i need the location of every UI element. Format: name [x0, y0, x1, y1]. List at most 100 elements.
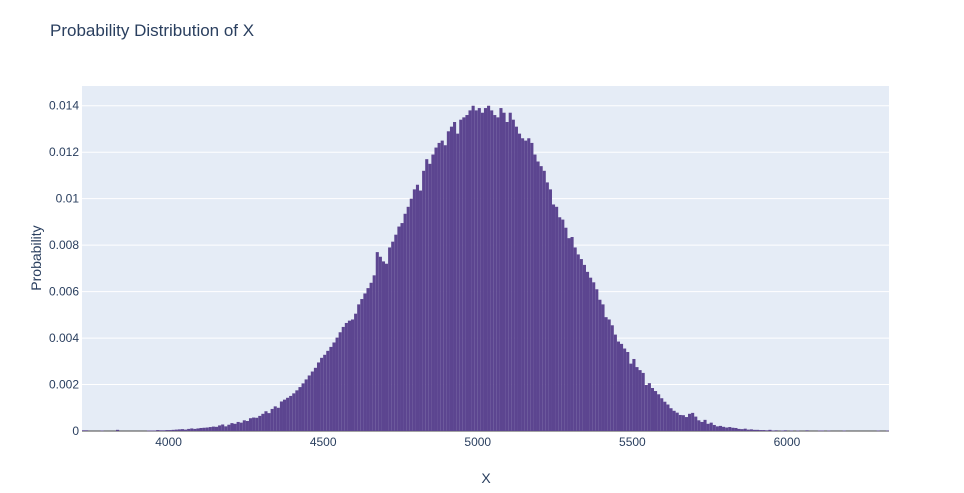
- histogram-bar: [279, 401, 283, 431]
- y-tick-label: 0.002: [49, 378, 79, 392]
- y-tick-label: 0.008: [49, 238, 79, 252]
- histogram-bar: [177, 429, 181, 431]
- histogram-bar: [227, 424, 231, 431]
- histogram-bar: [499, 108, 503, 431]
- histogram-bar: [190, 428, 194, 431]
- histogram-bar: [706, 423, 710, 431]
- histogram-bar: [505, 122, 509, 431]
- histogram-bar: [582, 264, 586, 431]
- histogram-bar: [666, 404, 670, 431]
- histogram-bar: [162, 430, 166, 431]
- histogram-bar: [255, 417, 259, 431]
- histogram-bar: [307, 375, 311, 431]
- histogram-bar: [626, 352, 630, 431]
- histogram-bar: [740, 429, 744, 431]
- histogram-bar: [146, 430, 151, 432]
- histogram-bar: [282, 399, 287, 431]
- histogram-bar: [480, 112, 484, 431]
- histogram-bar: [252, 417, 256, 431]
- histogram-bar: [709, 422, 713, 431]
- histogram-bar: [329, 346, 333, 431]
- histogram-bar: [409, 198, 413, 431]
- histogram-bar: [731, 427, 735, 431]
- y-tick-label: 0.006: [49, 285, 79, 299]
- histogram-bar: [459, 119, 463, 431]
- histogram-bar: [449, 126, 454, 431]
- histogram-bar: [273, 406, 277, 431]
- x-tick-label: 5000: [464, 435, 491, 449]
- histogram-bar: [539, 166, 543, 431]
- histogram-bar: [579, 259, 583, 431]
- histogram-bar: [298, 387, 302, 431]
- histogram-bar: [313, 367, 317, 431]
- histogram-bar: [561, 219, 565, 431]
- histogram-bar: [752, 429, 757, 431]
- y-tick-label: 0.004: [49, 331, 79, 345]
- histogram-bar: [100, 430, 104, 432]
- histogram-bar: [446, 131, 450, 432]
- histogram-bar: [483, 108, 488, 431]
- histogram-bar: [270, 408, 274, 431]
- histogram-bar: [456, 133, 460, 431]
- chart-title: Probability Distribution of X: [50, 21, 254, 40]
- histogram-bar: [641, 372, 645, 431]
- histogram-bar: [629, 363, 633, 431]
- histogram-bar: [660, 398, 664, 431]
- histogram-bar: [434, 147, 438, 431]
- histogram-bar: [842, 430, 846, 432]
- histogram-bar: [817, 430, 821, 432]
- histogram-bar: [728, 427, 732, 431]
- histogram-bar: [233, 423, 237, 431]
- histogram-bar: [650, 388, 655, 431]
- histogram-bar: [174, 429, 178, 431]
- histogram-bar: [465, 115, 469, 431]
- histogram-bar: [604, 317, 608, 431]
- histogram-bar: [796, 430, 800, 432]
- histogram-bar: [805, 430, 809, 431]
- histogram-bar: [551, 204, 556, 431]
- histogram-bar: [347, 320, 351, 431]
- histogram-bar: [335, 337, 339, 431]
- histogram-bar: [159, 430, 163, 431]
- x-tick-label: 5500: [619, 435, 646, 449]
- histogram-bar: [743, 428, 747, 431]
- histogram-bar: [623, 348, 627, 431]
- histogram-bar: [647, 383, 651, 431]
- histogram-bar: [598, 299, 602, 431]
- histogram-bar: [400, 223, 404, 431]
- y-tick-label: 0.014: [49, 99, 79, 113]
- histogram-bar: [443, 145, 447, 432]
- histogram-bar: [366, 288, 370, 431]
- histogram-bar: [564, 227, 568, 431]
- histogram-bar: [675, 412, 679, 431]
- x-tick-label: 4500: [310, 435, 337, 449]
- histogram-bar: [585, 271, 590, 431]
- histogram-bar: [669, 408, 673, 431]
- histogram-bar: [187, 428, 191, 431]
- histogram-bar: [885, 430, 889, 432]
- histogram-bar: [397, 226, 401, 431]
- histogram-bar: [276, 407, 280, 431]
- histogram-bar: [700, 421, 704, 431]
- histogram-bar: [150, 430, 154, 432]
- y-tick-label: 0.01: [56, 192, 80, 206]
- histogram-bar: [762, 430, 766, 431]
- histogram-bar: [725, 427, 729, 431]
- histogram-bar: [511, 119, 515, 431]
- histogram-bar: [570, 237, 574, 431]
- histogram-bar: [440, 140, 444, 431]
- histogram-bar: [722, 426, 726, 431]
- histogram-bar: [533, 154, 537, 432]
- histogram-bar: [548, 189, 552, 431]
- histogram-bar: [737, 428, 741, 431]
- histogram-bar: [746, 429, 750, 431]
- histogram-bar: [85, 430, 89, 431]
- histogram-bar: [168, 430, 172, 431]
- histogram-bar: [474, 110, 478, 431]
- histogram-bar: [521, 138, 525, 431]
- histogram-bar: [536, 161, 540, 431]
- histogram-bar: [555, 206, 559, 431]
- histogram-bar: [672, 410, 676, 431]
- histogram-bar: [289, 395, 293, 431]
